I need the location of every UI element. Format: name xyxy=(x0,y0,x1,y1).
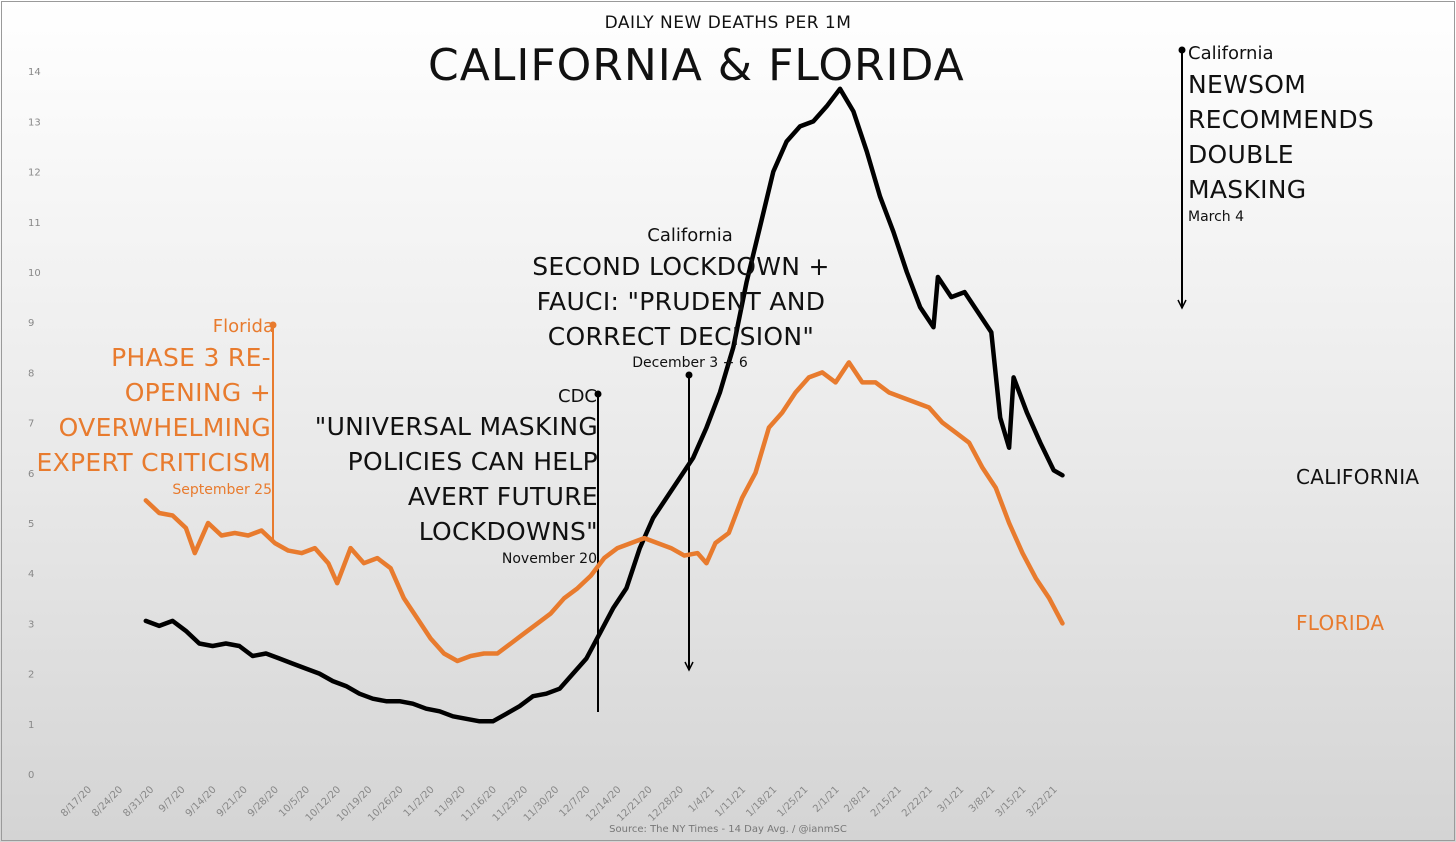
annotation-pointer-newsom-dot xyxy=(1178,46,1186,54)
x-tick-label: 1/25/21 xyxy=(776,784,811,819)
x-tick-label: 9/14/20 xyxy=(184,784,219,819)
y-tick-label: 10 xyxy=(28,268,41,279)
annotation-newsom-text: NEWSOM RECOMMENDS DOUBLE MASKING xyxy=(1188,67,1374,207)
annotation-cdc-text: "UNIVERSAL MASKING POLICIES CAN HELP AVE… xyxy=(250,409,598,549)
y-tick-label: 6 xyxy=(28,469,34,480)
y-tick-label: 11 xyxy=(28,218,41,229)
annotation-line: PHASE 3 RE- xyxy=(111,343,271,372)
series-line-california xyxy=(143,86,1065,724)
x-tick-label: 3/15/21 xyxy=(994,784,1029,819)
y-tick-label: 0 xyxy=(28,770,34,781)
x-tick-label: 9/21/20 xyxy=(215,784,250,819)
series-label-california: CALIFORNIA xyxy=(1296,465,1420,489)
annotation-newsom-state: California xyxy=(1188,43,1274,64)
annotation-cdc-date: November 20 xyxy=(501,551,597,567)
source-credit: Source: The NY Times - 14 Day Avg. / @ia… xyxy=(609,824,847,835)
y-tick-label: 8 xyxy=(28,368,34,379)
annotation-line: CORRECT DECISION" xyxy=(547,322,815,351)
x-axis-ticks: 8/17/208/24/208/31/20 9/7/209/14/209/21/2… xyxy=(59,784,1060,824)
annotation-line: FAUCI: "PRUDENT AND xyxy=(536,287,826,316)
y-tick-label: 2 xyxy=(28,670,34,681)
annotation-florida-state: Florida xyxy=(212,316,274,337)
annotation-pointer-florida-dot xyxy=(269,321,277,329)
series-line-florida xyxy=(143,360,1065,664)
x-tick-label: 1/18/21 xyxy=(744,784,779,819)
annotation-line: POLICIES CAN HELP xyxy=(347,447,598,476)
x-tick-label: 3/8/21 xyxy=(967,784,998,815)
annotation-line: DOUBLE xyxy=(1188,140,1294,169)
y-tick-label: 13 xyxy=(28,117,41,128)
y-tick-label: 5 xyxy=(28,519,34,530)
annotation-florida-date: September 25 xyxy=(172,482,272,498)
annotation-line: OVERWHELMING xyxy=(58,413,271,442)
annotation-line: MASKING xyxy=(1188,175,1307,204)
annotation-newsom-date: March 4 xyxy=(1188,209,1245,225)
x-tick-label: 8/17/20 xyxy=(59,784,94,819)
x-tick-label: 9/28/20 xyxy=(246,784,281,819)
chart-subtitle: DAILY NEW DEATHS PER 1M xyxy=(604,13,852,33)
annotation-lines xyxy=(269,46,1187,712)
annotation-florida-text: PHASE 3 RE- OPENING + OVERWHELMING EXPER… xyxy=(0,340,271,480)
annotation-line: LOCKDOWNS" xyxy=(418,517,598,546)
annotation-lockdown-date: December 3 + 6 xyxy=(632,355,748,371)
y-tick-label: 7 xyxy=(28,419,34,430)
y-tick-label: 12 xyxy=(28,168,41,179)
annotation-line: EXPERT CRITICISM xyxy=(36,448,271,477)
x-tick-label: 11/2/20 xyxy=(402,784,437,819)
x-tick-label: 3/22/21 xyxy=(1025,784,1060,819)
annotation-line: "UNIVERSAL MASKING xyxy=(314,412,598,441)
annotation-lockdown-text: SECOND LOCKDOWN + FAUCI: "PRUDENT AND CO… xyxy=(500,249,862,354)
annotation-pointer-lockdown-arrow xyxy=(684,661,694,672)
y-tick-label: 1 xyxy=(28,720,34,731)
x-tick-label: 3/1/21 xyxy=(936,784,967,815)
x-tick-label: 2/1/21 xyxy=(811,784,842,815)
x-tick-label: 2/15/21 xyxy=(869,784,904,819)
series-lines xyxy=(143,86,1065,724)
annotation-pointer-cdc-dot xyxy=(594,390,602,398)
y-tick-label: 3 xyxy=(28,619,34,630)
y-tick-label: 9 xyxy=(28,318,34,329)
x-tick-label: 9/7/20 xyxy=(157,784,188,815)
annotation-line: SECOND LOCKDOWN + xyxy=(532,252,830,281)
annotation-pointer-newsom-arrow xyxy=(1177,299,1187,310)
annotation-lockdown-state: California xyxy=(647,225,733,246)
x-tick-label: 8/24/20 xyxy=(90,784,125,819)
annotation-line: OPENING + xyxy=(124,378,271,407)
x-tick-label: 2/22/21 xyxy=(900,784,935,819)
x-tick-label: 2/8/21 xyxy=(842,784,873,815)
chart-title: CALIFORNIA & FLORIDA xyxy=(428,40,965,91)
y-tick-label: 4 xyxy=(28,569,34,580)
y-tick-label: 14 xyxy=(28,67,41,78)
x-tick-label: 8/31/20 xyxy=(121,784,156,819)
annotation-cdc-state: CDC xyxy=(558,386,597,407)
annotation-line: NEWSOM xyxy=(1188,70,1307,99)
x-tick-label: 1/11/21 xyxy=(713,784,748,819)
x-tick-label: 1/4/21 xyxy=(687,784,718,815)
annotation-line: RECOMMENDS xyxy=(1188,105,1375,134)
series-label-florida: FLORIDA xyxy=(1296,611,1385,635)
annotation-pointer-lockdown-dot xyxy=(685,371,693,379)
annotation-line: AVERT FUTURE xyxy=(407,482,598,511)
